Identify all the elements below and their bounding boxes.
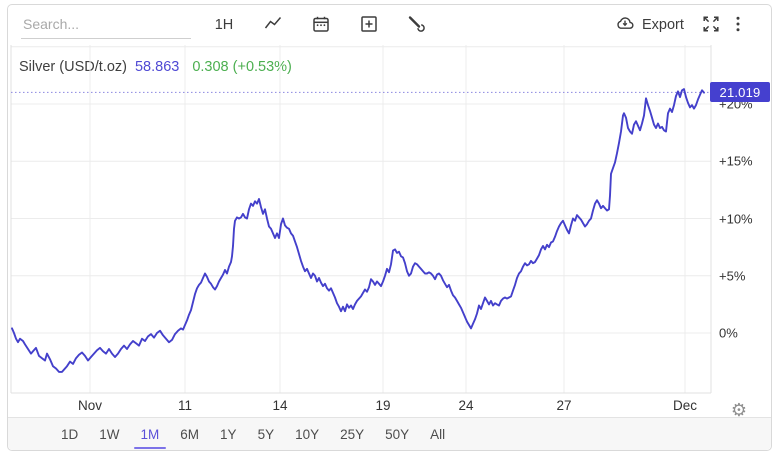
timeframe-6m[interactable]: 6M: [171, 419, 208, 450]
interval-button[interactable]: 1H: [206, 12, 242, 38]
y-axis-label: +10%: [719, 211, 753, 226]
more-options-button[interactable]: [729, 12, 747, 38]
kebab-dots-icon: [729, 14, 747, 37]
search-input[interactable]: [21, 13, 191, 39]
price-line: [11, 88, 705, 373]
export-label: Export: [642, 17, 684, 33]
timeframe-bar: 1D 1W 1M 6M 1Y 5Y 10Y 25Y 50Y All: [8, 417, 771, 450]
timeframe-25y[interactable]: 25Y: [331, 419, 373, 450]
tools-button[interactable]: [403, 12, 429, 38]
chart-type-button[interactable]: [260, 12, 286, 38]
x-axis-label: 11: [177, 398, 193, 413]
x-axis-label: 27: [556, 398, 572, 413]
x-axis-label: 24: [458, 398, 474, 413]
x-axis-label: 19: [375, 398, 391, 413]
x-axis-label: Dec: [672, 398, 698, 413]
zigzag-line-icon: [263, 14, 283, 37]
timeframe-5y[interactable]: 5Y: [249, 419, 284, 450]
timeframe-10y[interactable]: 10Y: [286, 419, 328, 450]
chart-widget: 1H: [7, 4, 772, 451]
y-axis-label: +5%: [719, 268, 746, 284]
y-axis-label: +15%: [719, 153, 753, 169]
chart-settings-button[interactable]: ⚙: [728, 399, 750, 421]
timeframe-1m[interactable]: 1M: [132, 419, 169, 450]
y-axis-label: 0%: [719, 325, 738, 341]
expand-arrows-icon: [701, 14, 721, 37]
cloud-download-icon: [614, 13, 636, 37]
gear-icon: ⚙: [730, 400, 748, 420]
chart-canvas[interactable]: [8, 5, 771, 450]
instrument-name: Silver (USD/t.oz): [19, 59, 127, 75]
timeframe-all[interactable]: All: [421, 419, 454, 450]
legend: Silver (USD/t.oz) 58.863 0.308 (+0.53%): [19, 59, 292, 75]
timeframe-50y[interactable]: 50Y: [376, 419, 418, 450]
x-axis-label: 14: [272, 398, 288, 413]
timeframe-1y[interactable]: 1Y: [211, 419, 246, 450]
price-change: 0.308 (+0.53%): [192, 59, 292, 75]
timeframe-1d[interactable]: 1D: [52, 419, 87, 450]
calendar-icon: [311, 14, 331, 37]
price-badge: 21.019: [710, 82, 770, 103]
compare-add-button[interactable]: [356, 12, 382, 38]
last-price: 58.863: [134, 59, 180, 75]
fullscreen-button[interactable]: [698, 12, 724, 38]
wrench-icon: [406, 14, 426, 37]
timeframe-1w[interactable]: 1W: [90, 419, 128, 450]
date-range-button[interactable]: [308, 12, 334, 38]
x-axis-label: Nov: [77, 398, 103, 413]
plus-square-icon: [359, 14, 379, 37]
export-button[interactable]: Export: [614, 12, 684, 38]
